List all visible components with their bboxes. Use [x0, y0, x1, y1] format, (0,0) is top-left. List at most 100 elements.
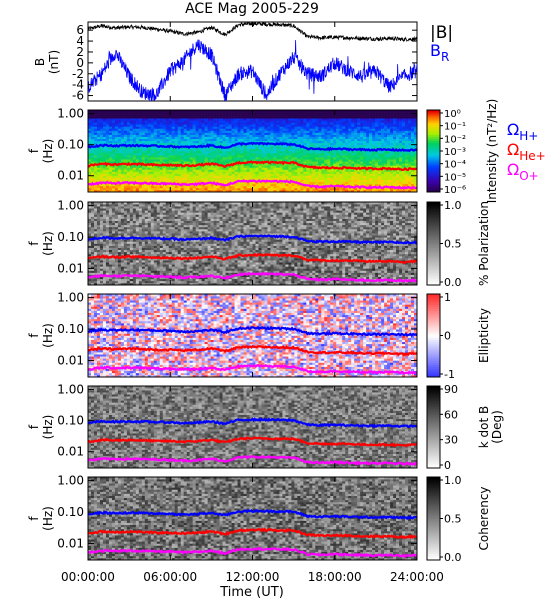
heatmap-cell	[408, 126, 412, 129]
heatmap-cell	[114, 268, 119, 271]
heatmap-cell	[261, 136, 265, 139]
colorbar-cell	[427, 183, 440, 187]
heatmap-cell	[363, 175, 367, 178]
colorbar-cell	[427, 132, 440, 135]
heatmap-cell	[210, 153, 214, 156]
heatmap-cell	[249, 177, 253, 180]
heatmap-cell	[111, 148, 116, 152]
heatmap-cell	[102, 122, 107, 125]
heatmap-cell	[363, 134, 367, 137]
heatmap-cell	[345, 155, 349, 158]
heatmap-cell	[102, 282, 107, 286]
heatmap-cell	[246, 132, 250, 135]
heatmap-cell	[285, 140, 289, 144]
heatmap-cell	[171, 169, 176, 172]
heatmap-cell	[117, 151, 122, 154]
heatmap-cell	[264, 116, 268, 119]
heatmap-cell	[216, 140, 220, 144]
heatmap-cell	[132, 179, 137, 183]
heatmap-cell	[189, 110, 193, 113]
colorbar-cell	[427, 173, 440, 176]
heatmap-cell	[300, 153, 304, 156]
heatmap-cell	[111, 167, 116, 170]
heatmap-cell	[300, 146, 304, 150]
heatmap-cell	[240, 140, 244, 144]
heatmap-cell	[348, 155, 352, 158]
heatmap-cell	[141, 148, 146, 152]
heatmap-cell	[261, 173, 265, 176]
heatmap-cell	[201, 140, 205, 144]
heatmap-cell	[246, 146, 250, 150]
heatmap-cell	[210, 148, 214, 152]
heatmap-cell	[228, 136, 232, 139]
heatmap-cell	[333, 177, 337, 180]
heatmap-cell	[108, 243, 113, 246]
omega-o-curve	[87, 179, 418, 190]
heatmap-cell	[153, 130, 158, 133]
series-line-b-radial	[87, 39, 418, 102]
heatmap-cell	[96, 239, 101, 242]
heatmap-cell	[159, 187, 164, 191]
heatmap-cell	[192, 175, 196, 178]
heatmap-cell	[105, 130, 110, 133]
heatmap-cell	[315, 138, 319, 142]
heatmap-cell	[150, 177, 155, 180]
heatmap-cell	[102, 260, 107, 263]
heatmap-cell	[165, 177, 170, 180]
heatmap-cell	[288, 110, 292, 113]
heatmap-cell	[102, 208, 107, 211]
heatmap-cell	[228, 177, 232, 180]
heatmap-cell	[114, 210, 119, 213]
heatmap-cell	[88, 142, 92, 146]
heatmap-cell	[111, 228, 116, 232]
heatmap-cell	[153, 112, 158, 115]
heatmap-cell	[348, 132, 352, 135]
heatmap-cell	[354, 126, 358, 129]
heatmap-cell	[402, 130, 406, 133]
heatmap-cell	[165, 167, 170, 170]
heatmap-cell	[162, 175, 167, 178]
heatmap-cell	[312, 122, 316, 125]
heatmap-cell	[324, 132, 328, 135]
heatmap-cell	[99, 124, 104, 127]
heatmap-cell	[309, 179, 313, 183]
omega-he-curve	[87, 160, 418, 172]
heatmap-cell	[240, 134, 244, 137]
heatmap-cell	[390, 169, 394, 172]
heatmap-cell	[381, 114, 385, 117]
heatmap-cell	[408, 183, 412, 187]
heatmap-cell	[93, 264, 98, 267]
heatmap-cell	[195, 161, 199, 164]
heatmap-cell	[402, 134, 406, 137]
heatmap-cell	[88, 247, 92, 251]
heatmap-cell	[99, 241, 104, 244]
heatmap-cell	[222, 173, 226, 176]
heatmap-cell	[123, 183, 128, 187]
heatmap-cell	[360, 144, 364, 148]
heatmap-cell	[294, 126, 298, 129]
heatmap-cell	[240, 177, 244, 180]
heatmap-cell	[111, 262, 116, 265]
heatmap-cell	[288, 122, 292, 125]
heatmap-cell	[102, 116, 107, 119]
heatmap-cell	[396, 189, 400, 193]
heatmap-cell	[222, 157, 226, 160]
heatmap-cell	[165, 173, 170, 176]
heatmap-cell	[168, 171, 173, 174]
heatmap-cell	[318, 134, 322, 137]
heatmap-cell	[114, 243, 119, 246]
heatmap-cell	[147, 130, 152, 133]
heatmap-cell	[327, 165, 331, 168]
heatmap-cell	[111, 114, 116, 117]
heatmap-cell	[129, 132, 134, 135]
heatmap-cell	[336, 151, 340, 154]
heatmap-cell	[411, 165, 415, 168]
heatmap-cell	[88, 251, 92, 255]
heatmap-cell	[186, 157, 190, 160]
heatmap-cell	[249, 157, 253, 160]
heatmap-cell	[135, 173, 140, 176]
heatmap-cell	[264, 159, 268, 162]
heatmap-cell	[111, 136, 116, 139]
heatmap-cell	[339, 161, 343, 164]
heatmap-cell	[396, 140, 400, 144]
